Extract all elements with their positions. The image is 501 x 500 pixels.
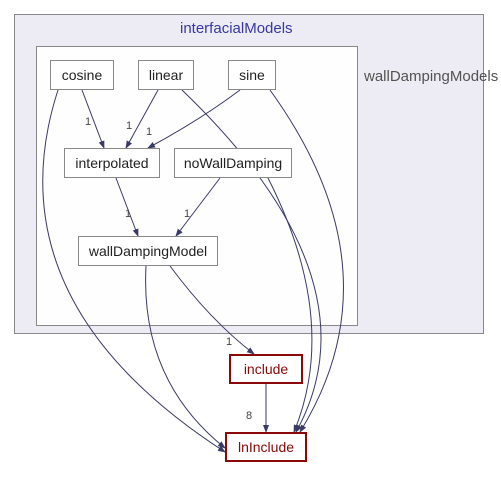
edge-label-nwd_wdm: 1 — [184, 208, 190, 220]
node-interpolated: interpolated — [64, 148, 160, 178]
edge-label-cosine_interp: 1 — [85, 116, 91, 128]
section-label: wallDampingModels — [364, 68, 498, 85]
edge-label-wdm_incl: 1 — [226, 336, 232, 348]
node-sine: sine — [228, 60, 276, 90]
node-noWallDamping: noWallDamping — [174, 148, 292, 178]
edge-label-sine_interp: 1 — [146, 126, 152, 138]
ext-node-include[interactable]: include — [229, 354, 303, 384]
node-cosine: cosine — [50, 60, 114, 90]
node-linear: linear — [138, 60, 194, 90]
node-wallDampingModel: wallDampingModel — [78, 236, 218, 266]
edge-label-interp_wdm: 1 — [125, 208, 131, 220]
title-link[interactable]: interfacialModels — [180, 20, 293, 37]
edge-label-linear_interp: 1 — [126, 120, 132, 132]
ext-node-lninclude[interactable]: lnInclude — [225, 432, 307, 462]
edge-label-incl_lnincl: 8 — [246, 410, 252, 422]
